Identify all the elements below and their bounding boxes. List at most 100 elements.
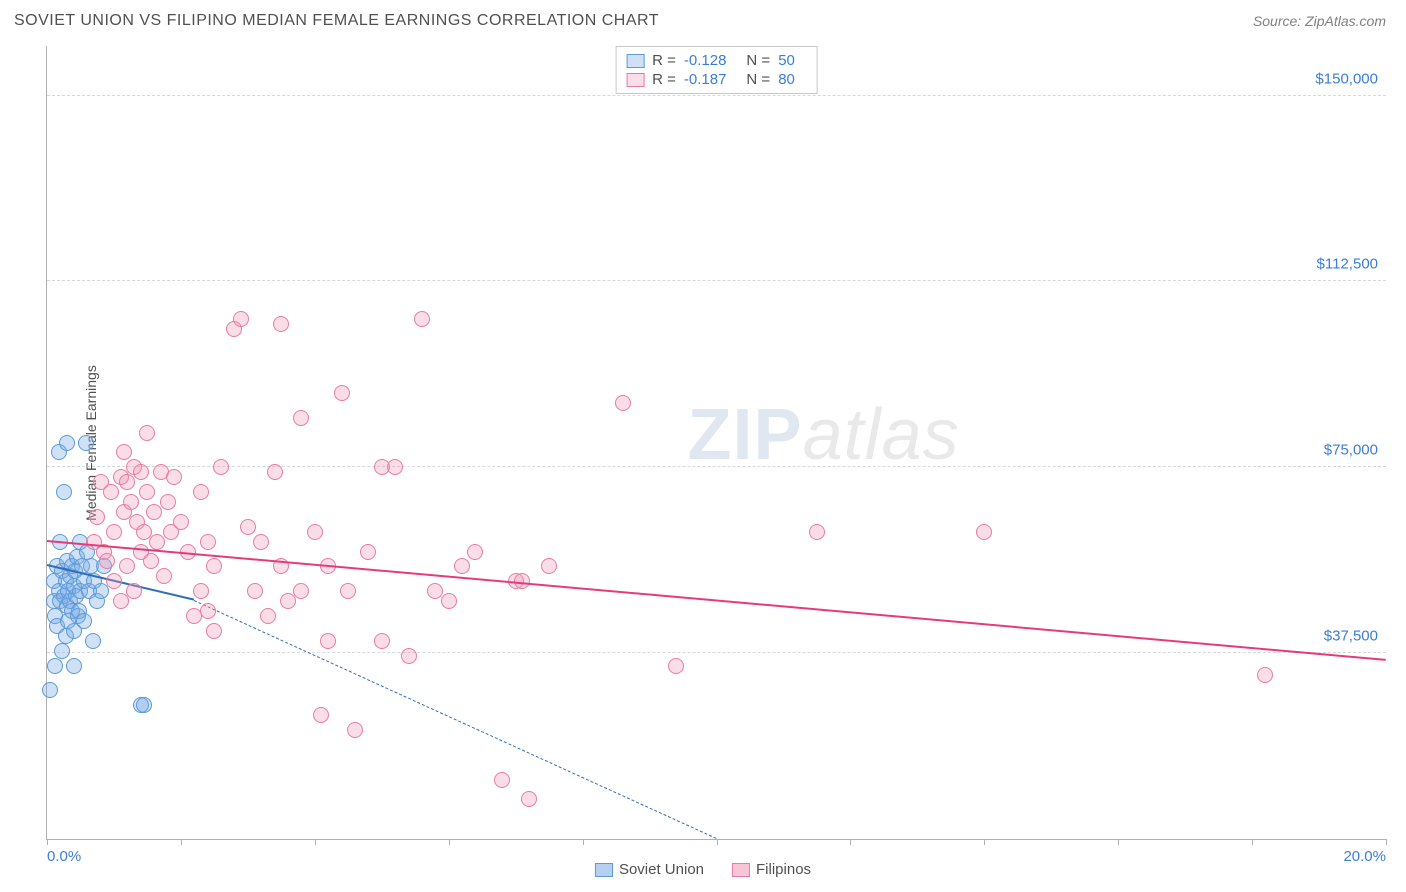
data-point bbox=[126, 583, 142, 599]
legend-r-value: -0.187 bbox=[684, 71, 727, 88]
gridline bbox=[47, 280, 1386, 281]
data-point bbox=[213, 459, 229, 475]
data-point bbox=[976, 524, 992, 540]
legend-item: Soviet Union bbox=[595, 861, 704, 878]
x-tick bbox=[717, 839, 718, 845]
gridline bbox=[47, 95, 1386, 96]
chart-title: SOVIET UNION VS FILIPINO MEDIAN FEMALE E… bbox=[14, 12, 659, 30]
data-point bbox=[206, 623, 222, 639]
data-point bbox=[103, 484, 119, 500]
x-axis-max-label: 20.0% bbox=[1343, 848, 1386, 865]
data-point bbox=[85, 633, 101, 649]
data-point bbox=[240, 519, 256, 535]
data-point bbox=[374, 633, 390, 649]
data-point bbox=[146, 504, 162, 520]
data-point bbox=[668, 658, 684, 674]
y-tick-label: $37,500 bbox=[1322, 628, 1380, 645]
legend-stat-row: R = -0.128 N = 50 bbox=[626, 51, 807, 70]
legend-series: Soviet Union Filipinos bbox=[595, 861, 811, 878]
legend-swatch bbox=[595, 863, 613, 877]
data-point bbox=[166, 469, 182, 485]
x-tick bbox=[47, 839, 48, 845]
legend-stats: R =-0.128N =50R =-0.187N =80 bbox=[615, 46, 818, 94]
data-point bbox=[143, 553, 159, 569]
x-tick bbox=[1252, 839, 1253, 845]
data-point bbox=[89, 509, 105, 525]
x-tick bbox=[449, 839, 450, 845]
data-point bbox=[313, 707, 329, 723]
data-point bbox=[280, 593, 296, 609]
data-point bbox=[293, 410, 309, 426]
data-point bbox=[66, 658, 82, 674]
data-point bbox=[387, 459, 403, 475]
x-tick bbox=[181, 839, 182, 845]
data-point bbox=[293, 583, 309, 599]
data-point bbox=[59, 435, 75, 451]
data-point bbox=[116, 444, 132, 460]
legend-swatch bbox=[626, 54, 644, 68]
data-point bbox=[320, 633, 336, 649]
data-point bbox=[139, 484, 155, 500]
data-point bbox=[494, 772, 510, 788]
legend-label: Soviet Union bbox=[619, 861, 704, 878]
data-point bbox=[123, 494, 139, 510]
x-tick bbox=[583, 839, 584, 845]
legend-r-label: R = bbox=[652, 71, 676, 88]
data-point bbox=[260, 608, 276, 624]
legend-r-value: -0.128 bbox=[684, 52, 727, 69]
data-point bbox=[119, 558, 135, 574]
x-tick bbox=[1118, 839, 1119, 845]
data-point bbox=[307, 524, 323, 540]
trend-line bbox=[47, 540, 1386, 661]
data-point bbox=[521, 791, 537, 807]
data-point bbox=[273, 316, 289, 332]
gridline bbox=[47, 466, 1386, 467]
chart-source: Source: ZipAtlas.com bbox=[1253, 13, 1386, 29]
data-point bbox=[200, 534, 216, 550]
data-point bbox=[160, 494, 176, 510]
x-tick bbox=[850, 839, 851, 845]
data-point bbox=[56, 484, 72, 500]
data-point bbox=[99, 553, 115, 569]
legend-n-label: N = bbox=[746, 71, 770, 88]
data-point bbox=[139, 425, 155, 441]
legend-swatch bbox=[732, 863, 750, 877]
data-point bbox=[193, 583, 209, 599]
data-point bbox=[541, 558, 557, 574]
data-point bbox=[454, 558, 470, 574]
legend-label: Filipinos bbox=[756, 861, 811, 878]
data-point bbox=[156, 568, 172, 584]
data-point bbox=[414, 311, 430, 327]
data-point bbox=[200, 603, 216, 619]
data-point bbox=[334, 385, 350, 401]
data-point bbox=[340, 583, 356, 599]
data-point bbox=[42, 682, 58, 698]
data-point bbox=[47, 658, 63, 674]
data-point bbox=[206, 558, 222, 574]
data-point bbox=[347, 722, 363, 738]
data-point bbox=[76, 613, 92, 629]
legend-r-label: R = bbox=[652, 52, 676, 69]
y-tick-label: $75,000 bbox=[1322, 442, 1380, 459]
y-tick-label: $112,500 bbox=[1315, 256, 1380, 273]
gridline bbox=[47, 652, 1386, 653]
data-point bbox=[233, 311, 249, 327]
data-point bbox=[247, 583, 263, 599]
data-point bbox=[119, 474, 135, 490]
data-point bbox=[401, 648, 417, 664]
data-point bbox=[193, 484, 209, 500]
legend-n-label: N = bbox=[746, 52, 770, 69]
data-point bbox=[267, 464, 283, 480]
data-point bbox=[133, 464, 149, 480]
data-point bbox=[106, 524, 122, 540]
data-point bbox=[149, 534, 165, 550]
data-point bbox=[615, 395, 631, 411]
data-point bbox=[809, 524, 825, 540]
data-point bbox=[54, 643, 70, 659]
legend-n-value: 50 bbox=[778, 52, 795, 69]
data-point bbox=[360, 544, 376, 560]
data-point bbox=[253, 534, 269, 550]
data-point bbox=[106, 573, 122, 589]
x-tick bbox=[1386, 839, 1387, 845]
data-point bbox=[93, 583, 109, 599]
